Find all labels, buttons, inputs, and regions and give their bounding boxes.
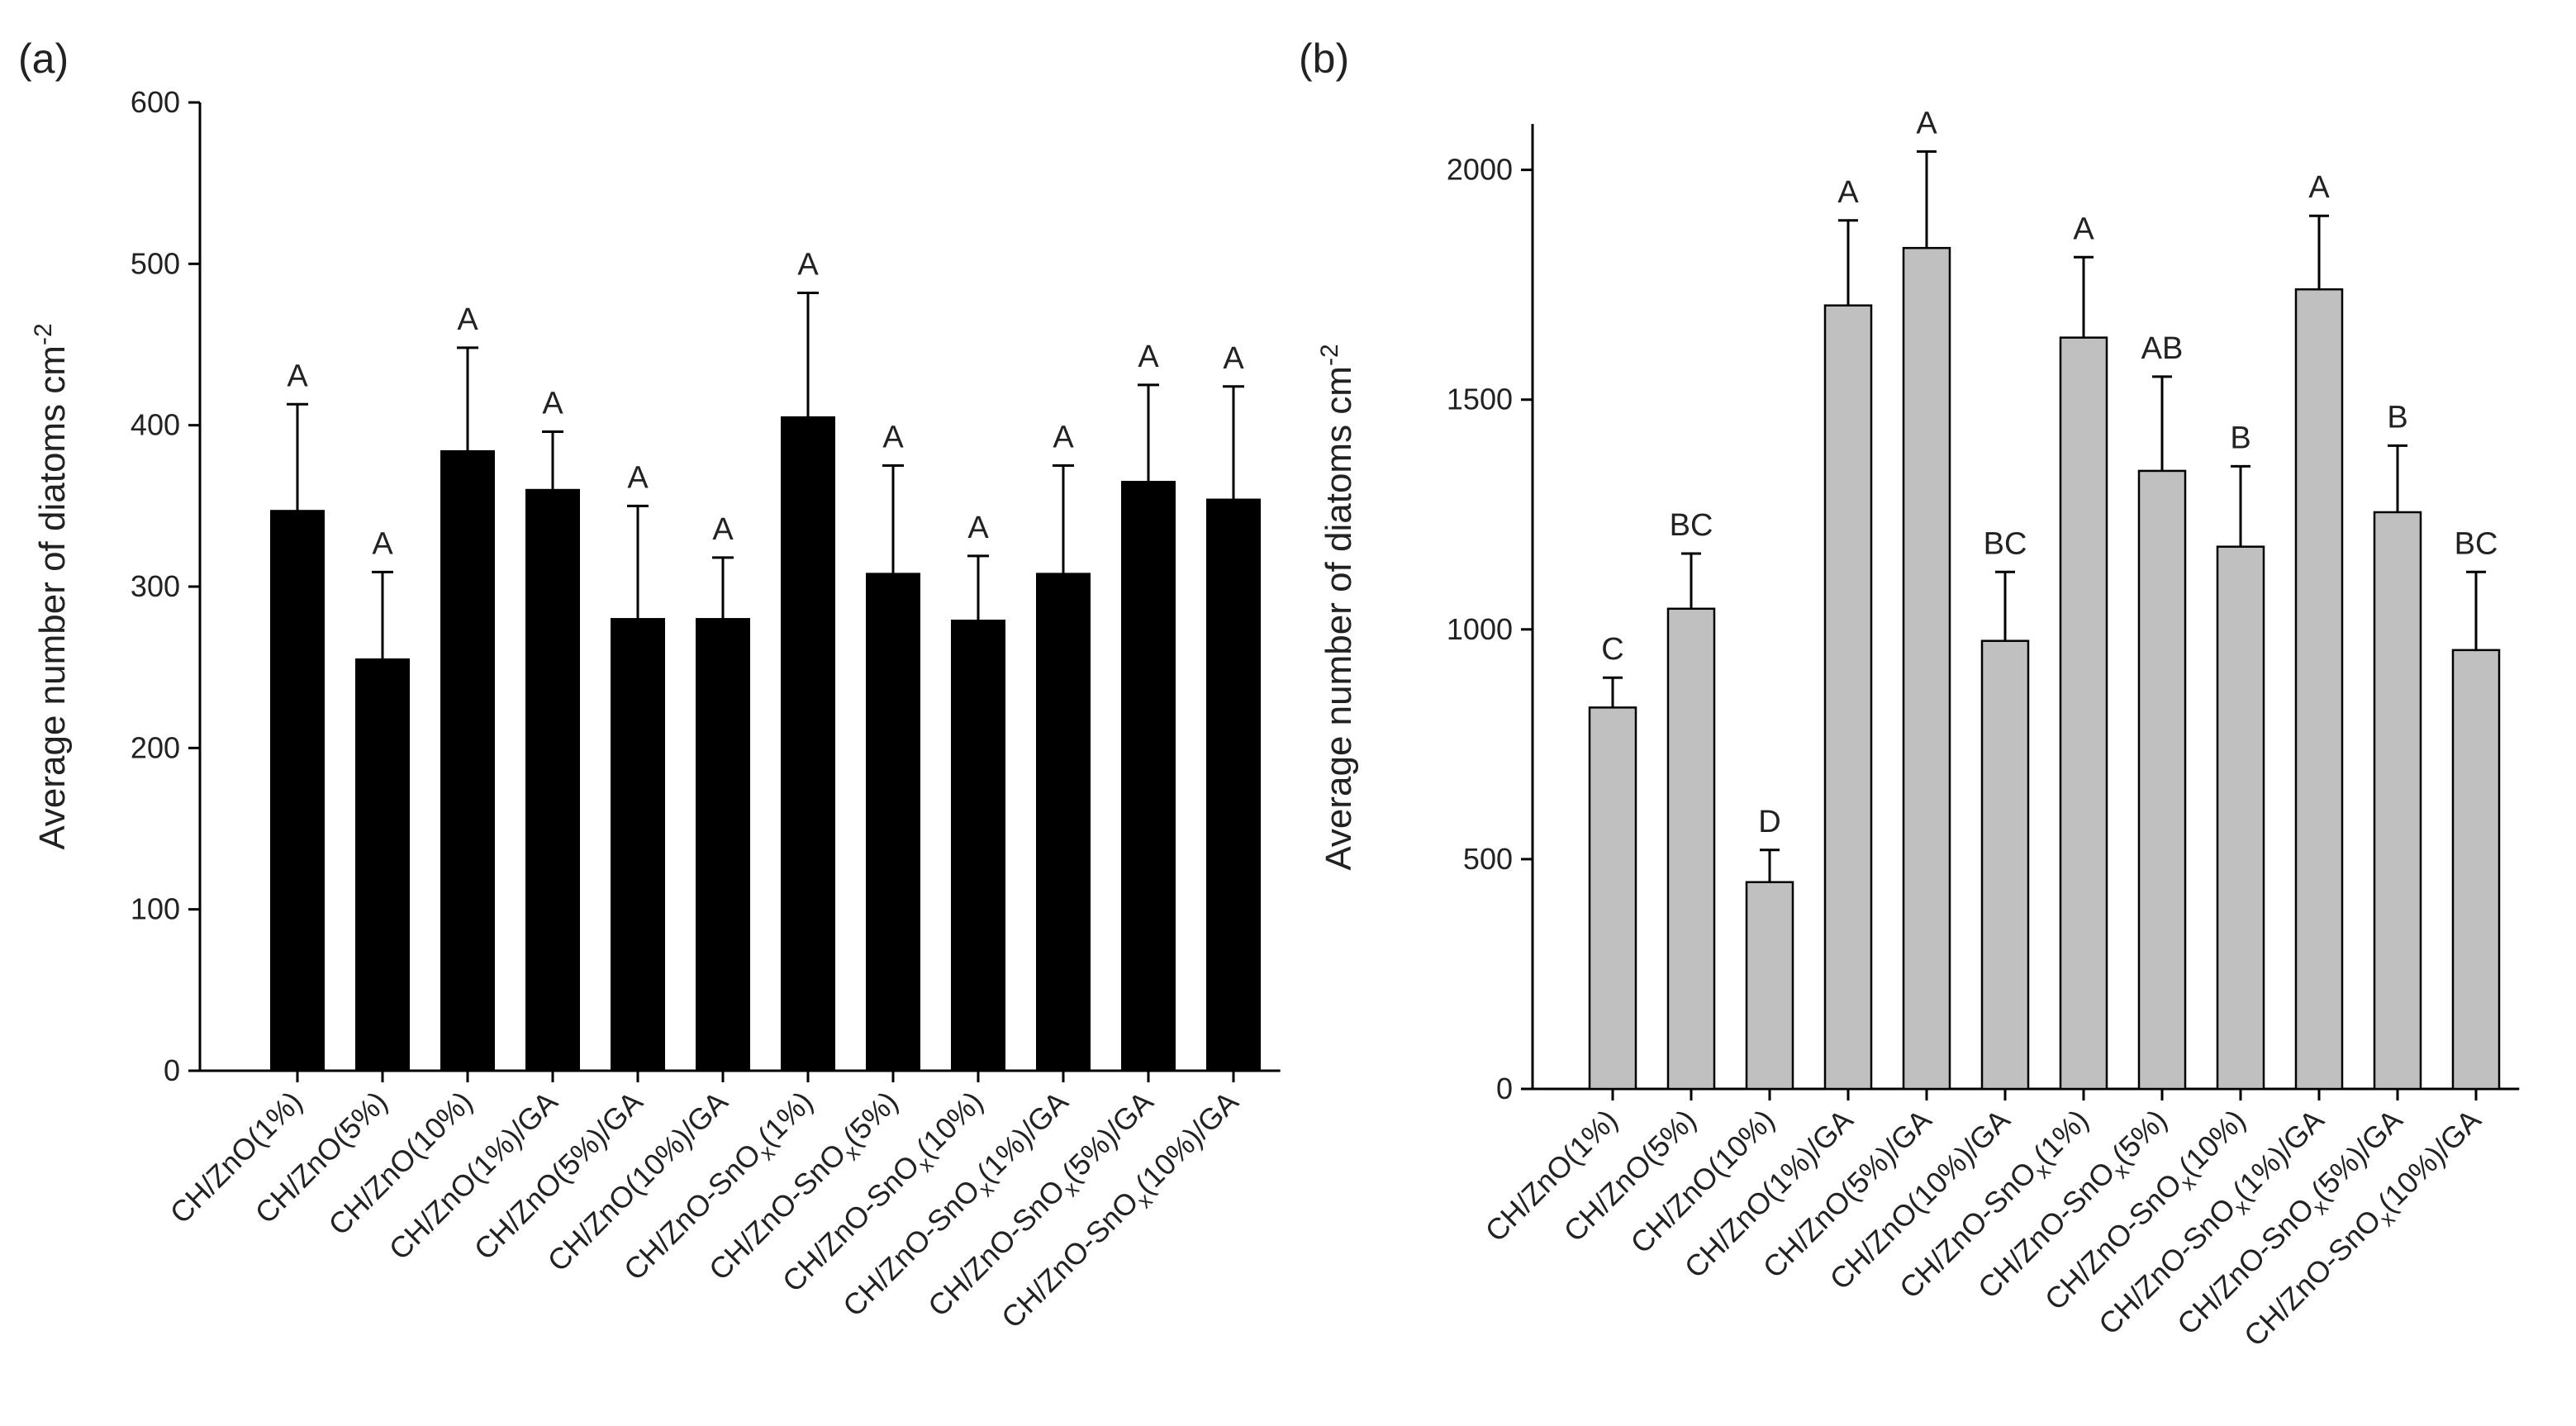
panel-b-bar bbox=[1823, 304, 1873, 1091]
panel-b-sig-letter: A bbox=[1837, 175, 1859, 210]
panel-a-bar bbox=[611, 618, 665, 1072]
panel-b-bar bbox=[2059, 336, 2108, 1091]
panel-a-sig-letter: A bbox=[882, 421, 904, 455]
panel-b-y-tick-label: 1000 bbox=[1447, 612, 1513, 646]
panel-a-y-tick-label: 500 bbox=[131, 246, 180, 280]
panel-a-sig-letter: A bbox=[542, 386, 563, 421]
panel-a-bar bbox=[525, 488, 580, 1072]
panel-b-sig-letter: B bbox=[2230, 421, 2250, 455]
panel-b-y-axis-title: Average number of diatoms cm-2 bbox=[1316, 344, 1359, 870]
panel-a-sig-letter: A bbox=[712, 512, 734, 547]
panel-b-sig-letter: BC bbox=[2455, 526, 2498, 561]
panel-a-sig-letter: A bbox=[287, 359, 308, 393]
panel-b-sig-letter: D bbox=[1758, 805, 1780, 839]
panel-b-y-tick-label: 0 bbox=[1496, 1072, 1513, 1105]
panel-b-bar bbox=[1980, 639, 2030, 1091]
panel-b-bar bbox=[1666, 607, 1716, 1091]
panel-a-y-tick-label: 100 bbox=[131, 892, 180, 926]
panel-a-sig-letter: A bbox=[457, 302, 478, 337]
panel-a-bar bbox=[1036, 573, 1091, 1072]
panel-a-sig-letter: A bbox=[372, 526, 393, 561]
panel-a-label: (a) bbox=[18, 36, 69, 82]
panel-a-category-label-tail: (1%)/GA bbox=[970, 1085, 1075, 1190]
panel-b-category-label-base: CH/ZnO-SnO bbox=[1893, 1155, 2043, 1305]
panel-a-sig-letter: A bbox=[1053, 421, 1074, 455]
panel-b-category-label-base: CH/ZnO-SnO bbox=[2038, 1167, 2189, 1317]
panel-a-sig-letter: A bbox=[967, 511, 989, 545]
panel-b-bar bbox=[1902, 246, 1951, 1091]
panel-b-category-label-base: CH/ZnO-SnO bbox=[2092, 1191, 2242, 1341]
panel-b-sig-letter: C bbox=[1601, 632, 1623, 667]
panel-b-bar bbox=[2216, 545, 2265, 1091]
panel-b-bar bbox=[2294, 288, 2344, 1091]
panel-a-bar bbox=[866, 573, 920, 1072]
panel-b-y-tick-label: 500 bbox=[1463, 842, 1513, 876]
panel-b-sig-letter: A bbox=[2073, 212, 2094, 246]
panel-a-bar bbox=[440, 449, 495, 1072]
panel-a-sig-letter: A bbox=[1138, 340, 1159, 374]
panel-a-y-tick-label: 300 bbox=[131, 569, 180, 603]
panel-a-sig-letter: A bbox=[627, 460, 649, 495]
panel-a: (a) Average number of diatoms cm-2 0 100 2… bbox=[18, 36, 1281, 1334]
panel-b-bar bbox=[1745, 881, 1794, 1091]
panel-b-sig-letter: BC bbox=[1984, 526, 2027, 561]
panel-a-bar bbox=[355, 658, 410, 1072]
panel-b: (b) Average number of diatoms cm-2 0 500 1… bbox=[1299, 36, 2520, 1353]
panel-a-bar bbox=[1121, 481, 1176, 1072]
panel-b-sig-letter: BC bbox=[1670, 508, 1713, 543]
panel-a-sig-letter: A bbox=[1223, 341, 1244, 376]
panel-a-y-tick-label: 400 bbox=[131, 408, 180, 442]
panel-a-y-tick-label: 0 bbox=[164, 1053, 180, 1087]
panel-b-bar bbox=[2451, 649, 2501, 1091]
panel-a-bar bbox=[270, 510, 325, 1072]
panel-b-y-tick-label: 1500 bbox=[1447, 383, 1513, 416]
panel-a-bar bbox=[951, 620, 1005, 1072]
panel-b-bar bbox=[1588, 706, 1637, 1091]
panel-a-y-tick-label: 600 bbox=[131, 85, 180, 119]
panel-b-sig-letter: B bbox=[2387, 400, 2407, 435]
panel-a-bar bbox=[1206, 498, 1261, 1072]
panel-b-y-tick-label: 2000 bbox=[1447, 153, 1513, 187]
panel-b-bar bbox=[2137, 469, 2187, 1091]
panel-b-sig-letter: A bbox=[1916, 106, 1937, 140]
panel-b-sig-letter: AB bbox=[2141, 331, 2184, 366]
panel-a-sig-letter: A bbox=[797, 247, 819, 282]
panel-b-label: (b) bbox=[1299, 36, 1349, 82]
panel-b-category-label-base: CH/ZnO-SnO bbox=[2237, 1203, 2388, 1353]
panel-b-bar bbox=[2373, 511, 2422, 1091]
panel-b-sig-letter: A bbox=[2308, 170, 2330, 205]
panel-a-bar bbox=[696, 618, 750, 1072]
panel-a-y-axis-title: Average number of diatoms cm-2 bbox=[30, 323, 73, 849]
panel-a-category-label-tail: (10%) bbox=[910, 1085, 990, 1165]
panel-a-y-tick-label: 200 bbox=[131, 730, 180, 764]
panel-a-bar bbox=[781, 416, 835, 1072]
